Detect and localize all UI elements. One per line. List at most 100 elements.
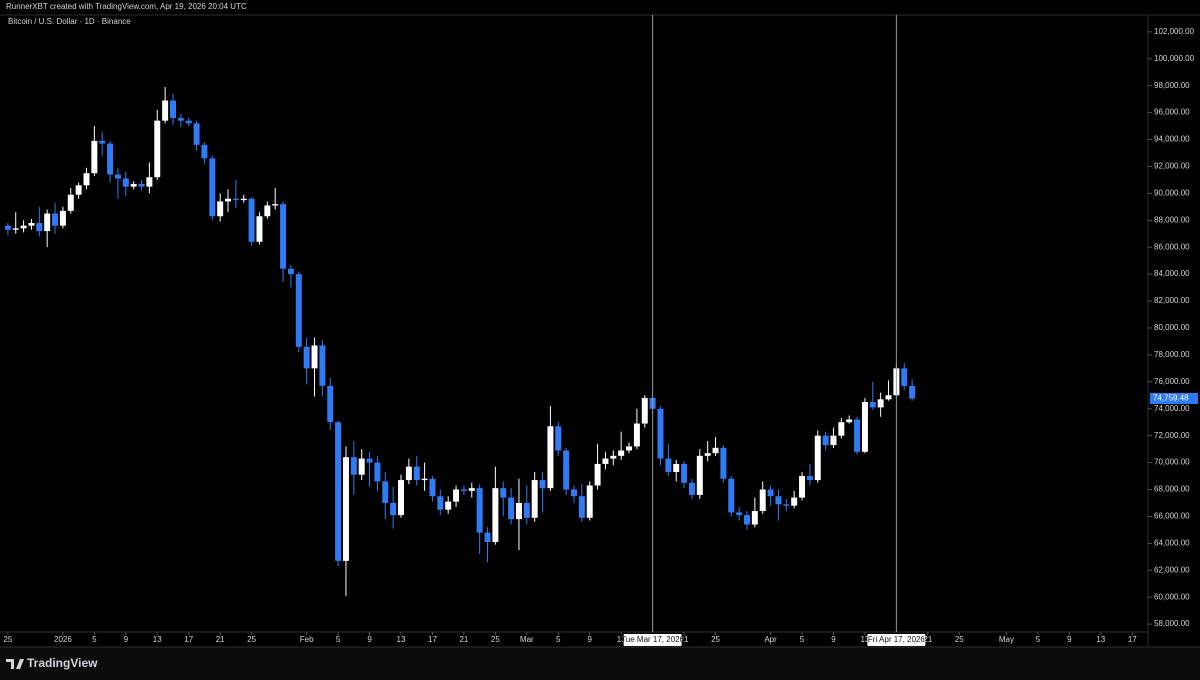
logo-icon bbox=[6, 659, 24, 669]
candle-body bbox=[594, 463, 601, 486]
candle-body bbox=[633, 423, 640, 447]
candle-body bbox=[342, 457, 349, 561]
x-tick-label: 5 bbox=[556, 635, 561, 644]
x-tick-label: 25 bbox=[247, 635, 256, 644]
candle-body bbox=[539, 480, 546, 489]
symbol-title: Bitcoin / U.S. Dollar · 1D · Binance bbox=[8, 17, 131, 26]
candle-body bbox=[500, 488, 507, 498]
candle-body bbox=[743, 515, 750, 525]
candle-body bbox=[508, 497, 515, 520]
candle-body bbox=[232, 198, 239, 201]
candle-body bbox=[806, 476, 813, 481]
candle-body bbox=[91, 140, 98, 174]
candle-body bbox=[114, 174, 121, 179]
x-tick-label: May bbox=[999, 635, 1014, 644]
x-tick-label: 5 bbox=[92, 635, 97, 644]
y-tick-label: 58,000.00 bbox=[1154, 619, 1190, 628]
candle-body bbox=[217, 201, 224, 217]
caption: RunnerXBT created with TradingView.com, … bbox=[6, 2, 247, 11]
y-tick-label: 90,000.00 bbox=[1154, 188, 1190, 197]
candle-body bbox=[107, 143, 114, 175]
y-tick-label: 74,000.00 bbox=[1154, 404, 1190, 413]
logo-text: TradingView bbox=[27, 656, 98, 670]
candle-body bbox=[177, 117, 184, 121]
candle-body bbox=[492, 488, 499, 543]
x-tick-label: 9 bbox=[831, 635, 836, 644]
candle-body bbox=[484, 532, 491, 543]
x-tick-label: 25 bbox=[3, 635, 12, 644]
x-tick-label: Apr bbox=[764, 635, 777, 644]
logo: TradingView bbox=[6, 656, 98, 670]
y-tick-label: 70,000.00 bbox=[1154, 458, 1190, 467]
x-tick-label: 17 bbox=[184, 635, 193, 644]
last-price-label: 74,759.48 bbox=[1153, 394, 1189, 403]
last-price-bg bbox=[1150, 393, 1198, 405]
candle-body bbox=[59, 210, 66, 226]
candle-body bbox=[681, 463, 688, 483]
x-tick-label: 13 bbox=[397, 635, 406, 644]
x-tick-label: 9 bbox=[367, 635, 372, 644]
x-tick-label: 25 bbox=[491, 635, 500, 644]
candle-body bbox=[303, 346, 310, 369]
y-tick-label: 80,000.00 bbox=[1154, 323, 1190, 332]
candle-body bbox=[704, 453, 711, 456]
candle-body bbox=[468, 488, 475, 491]
candle-body bbox=[319, 345, 326, 386]
y-tick-label: 68,000.00 bbox=[1154, 485, 1190, 494]
plot bbox=[4, 87, 916, 596]
candle-body bbox=[36, 222, 43, 232]
x-tick-label: 9 bbox=[1067, 635, 1072, 644]
x-tick-label: 13 bbox=[1096, 635, 1105, 644]
candle-body bbox=[571, 489, 577, 497]
x-tick-label: 9 bbox=[124, 635, 129, 644]
candle-body bbox=[712, 447, 719, 454]
candle-body bbox=[193, 123, 200, 145]
y-tick-label: 102,000.00 bbox=[1154, 27, 1195, 36]
candle-body bbox=[201, 144, 208, 159]
x-tick-label: 17 bbox=[1128, 635, 1137, 644]
candle-body bbox=[272, 204, 279, 206]
candle-body bbox=[720, 447, 727, 479]
y-tick-label: 98,000.00 bbox=[1154, 81, 1190, 90]
candle-body bbox=[846, 419, 853, 423]
x-tick-label: 21 bbox=[459, 635, 468, 644]
candle-body bbox=[366, 458, 373, 463]
candle-body bbox=[122, 178, 129, 187]
candle-body bbox=[673, 463, 680, 473]
candle-body bbox=[791, 497, 798, 506]
y-tick-label: 72,000.00 bbox=[1154, 431, 1190, 440]
candle-body bbox=[138, 183, 145, 187]
candle-body bbox=[838, 422, 845, 436]
candle-body bbox=[12, 228, 19, 230]
candle-body bbox=[728, 478, 735, 513]
candle-body bbox=[390, 502, 397, 516]
footer-bar bbox=[0, 647, 1200, 680]
candle-body bbox=[822, 435, 829, 446]
candle-body bbox=[154, 120, 161, 178]
candle-body bbox=[767, 489, 774, 497]
y-tick-label: 64,000.00 bbox=[1154, 538, 1190, 547]
x-tick-label: 21 bbox=[923, 635, 932, 644]
candle-body bbox=[4, 225, 11, 230]
candle-body bbox=[429, 478, 436, 497]
candle-body bbox=[775, 496, 782, 505]
x-tick-label: 21 bbox=[680, 635, 689, 644]
candle-body bbox=[783, 504, 790, 506]
candle-body bbox=[311, 345, 318, 369]
candle-body bbox=[563, 450, 570, 490]
candle-body bbox=[877, 399, 884, 408]
crosshair-label: Fri Apr 17, 2026 bbox=[868, 635, 925, 644]
x-tick-label: 2026 bbox=[54, 635, 72, 644]
candle-body bbox=[209, 158, 216, 217]
candle-body bbox=[350, 457, 357, 475]
candle-body bbox=[405, 466, 412, 481]
x-tick-label: 17 bbox=[428, 635, 437, 644]
y-tick-label: 96,000.00 bbox=[1154, 108, 1190, 117]
candle-body bbox=[751, 511, 758, 525]
candle-body bbox=[264, 205, 271, 217]
candle-body bbox=[162, 100, 169, 121]
candle-body bbox=[185, 120, 192, 124]
